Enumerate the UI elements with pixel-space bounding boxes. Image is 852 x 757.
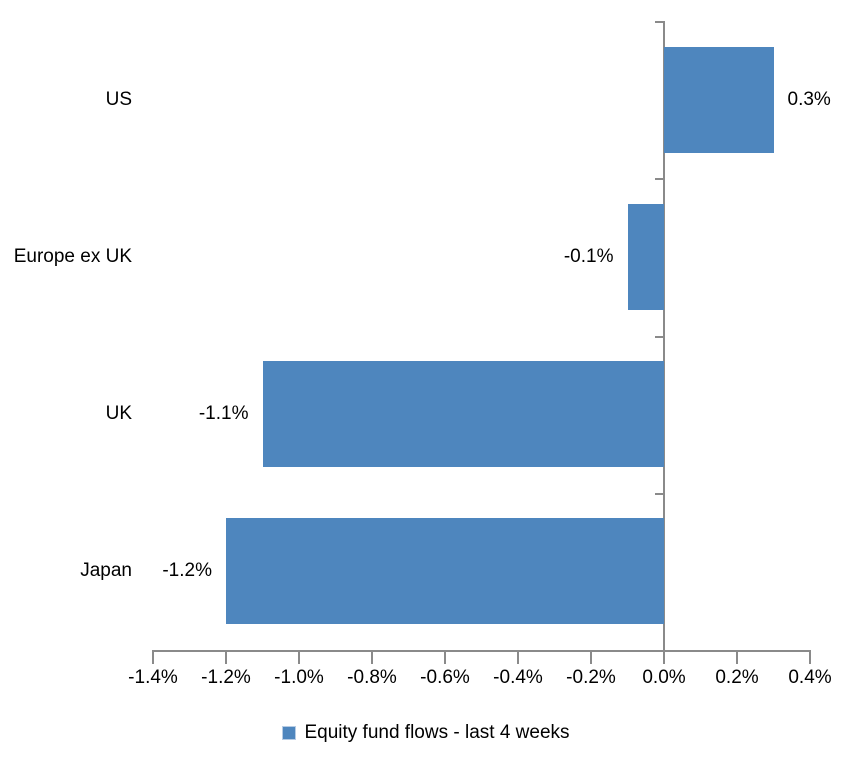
y-axis-zero-line: [663, 21, 665, 650]
legend: Equity fund flows - last 4 weeks: [0, 721, 852, 745]
bar-value-label: -1.2%: [162, 560, 212, 582]
bar-europe-ex-uk: [627, 203, 664, 310]
legend-label: Equity fund flows - last 4 weeks: [304, 722, 570, 743]
x-tick-label: -1.0%: [274, 667, 324, 688]
x-tick: [298, 652, 300, 664]
x-tick-label: 0.2%: [715, 667, 759, 688]
bar-value-label: -0.1%: [563, 245, 614, 267]
x-tick: [663, 652, 665, 664]
x-tick: [371, 652, 373, 664]
x-tick: [590, 652, 592, 664]
bar-value-label: 0.3%: [787, 88, 831, 110]
x-tick-label: 0.0%: [642, 667, 686, 688]
x-tick-label: -0.2%: [566, 667, 616, 688]
bar-us: [664, 46, 774, 153]
y-axis-tick: [655, 335, 663, 338]
x-tick: [809, 652, 811, 664]
y-axis-tick: [655, 178, 663, 181]
y-axis-tick: [655, 21, 663, 23]
x-tick: [736, 652, 738, 664]
x-tick-label: -0.6%: [420, 667, 470, 688]
x-tick-label: -1.2%: [201, 667, 251, 688]
bar-japan: [226, 518, 664, 625]
legend-swatch-icon: [282, 726, 297, 740]
x-tick: [517, 652, 519, 664]
bar-uk: [262, 361, 664, 468]
x-tick-label: -0.8%: [347, 667, 397, 688]
category-label: Japan: [80, 560, 132, 582]
x-tick: [444, 652, 446, 664]
y-axis-tick: [655, 492, 663, 495]
x-axis-line: [152, 650, 811, 652]
x-tick: [225, 652, 227, 664]
category-label: US: [105, 88, 132, 110]
x-tick-label: 0.4%: [788, 667, 832, 688]
bar-value-label: -1.1%: [198, 403, 249, 425]
x-tick: [152, 652, 154, 664]
category-label: UK: [105, 403, 132, 425]
category-label: Europe ex UK: [13, 245, 132, 267]
x-tick-label: -0.4%: [493, 667, 543, 688]
x-tick-label: -1.4%: [128, 667, 178, 688]
